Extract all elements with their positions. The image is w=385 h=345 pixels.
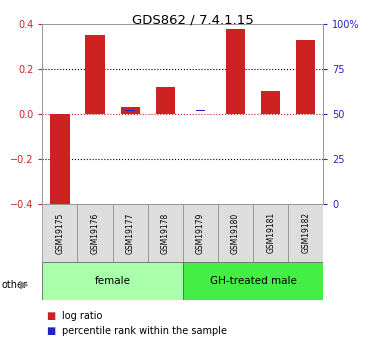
Text: ▶: ▶	[20, 280, 28, 289]
Text: percentile rank within the sample: percentile rank within the sample	[62, 326, 227, 336]
Text: GSM19181: GSM19181	[266, 212, 275, 254]
Text: GDS862 / 7.4.1.15: GDS862 / 7.4.1.15	[132, 14, 253, 27]
Bar	[261, 91, 280, 114]
Text: GSM19176: GSM19176	[90, 212, 100, 254]
Bar	[183, 204, 218, 262]
Bar	[183, 262, 323, 300]
Text: GSM19175: GSM19175	[55, 212, 64, 254]
Text: other: other	[2, 280, 28, 289]
Text: GSM19180: GSM19180	[231, 212, 240, 254]
Bar	[253, 204, 288, 262]
Bar	[112, 204, 148, 262]
Bar	[50, 114, 70, 210]
Bar	[288, 204, 323, 262]
Bar	[296, 40, 315, 114]
Bar	[156, 87, 175, 114]
Text: ■: ■	[46, 326, 55, 336]
Bar	[226, 29, 245, 114]
Text: GSM19179: GSM19179	[196, 212, 205, 254]
Bar	[85, 36, 105, 114]
Bar	[42, 204, 77, 262]
Text: GSM19182: GSM19182	[301, 212, 310, 254]
Text: GSM19178: GSM19178	[161, 212, 170, 254]
Text: female: female	[95, 276, 131, 286]
Bar	[148, 204, 183, 262]
Text: GSM19177: GSM19177	[126, 212, 135, 254]
Text: GH-treated male: GH-treated male	[210, 276, 296, 286]
Bar	[121, 107, 140, 114]
Bar	[42, 262, 183, 300]
Bar	[77, 204, 112, 262]
Text: ■: ■	[46, 311, 55, 321]
Text: log ratio: log ratio	[62, 311, 102, 321]
Bar	[218, 204, 253, 262]
